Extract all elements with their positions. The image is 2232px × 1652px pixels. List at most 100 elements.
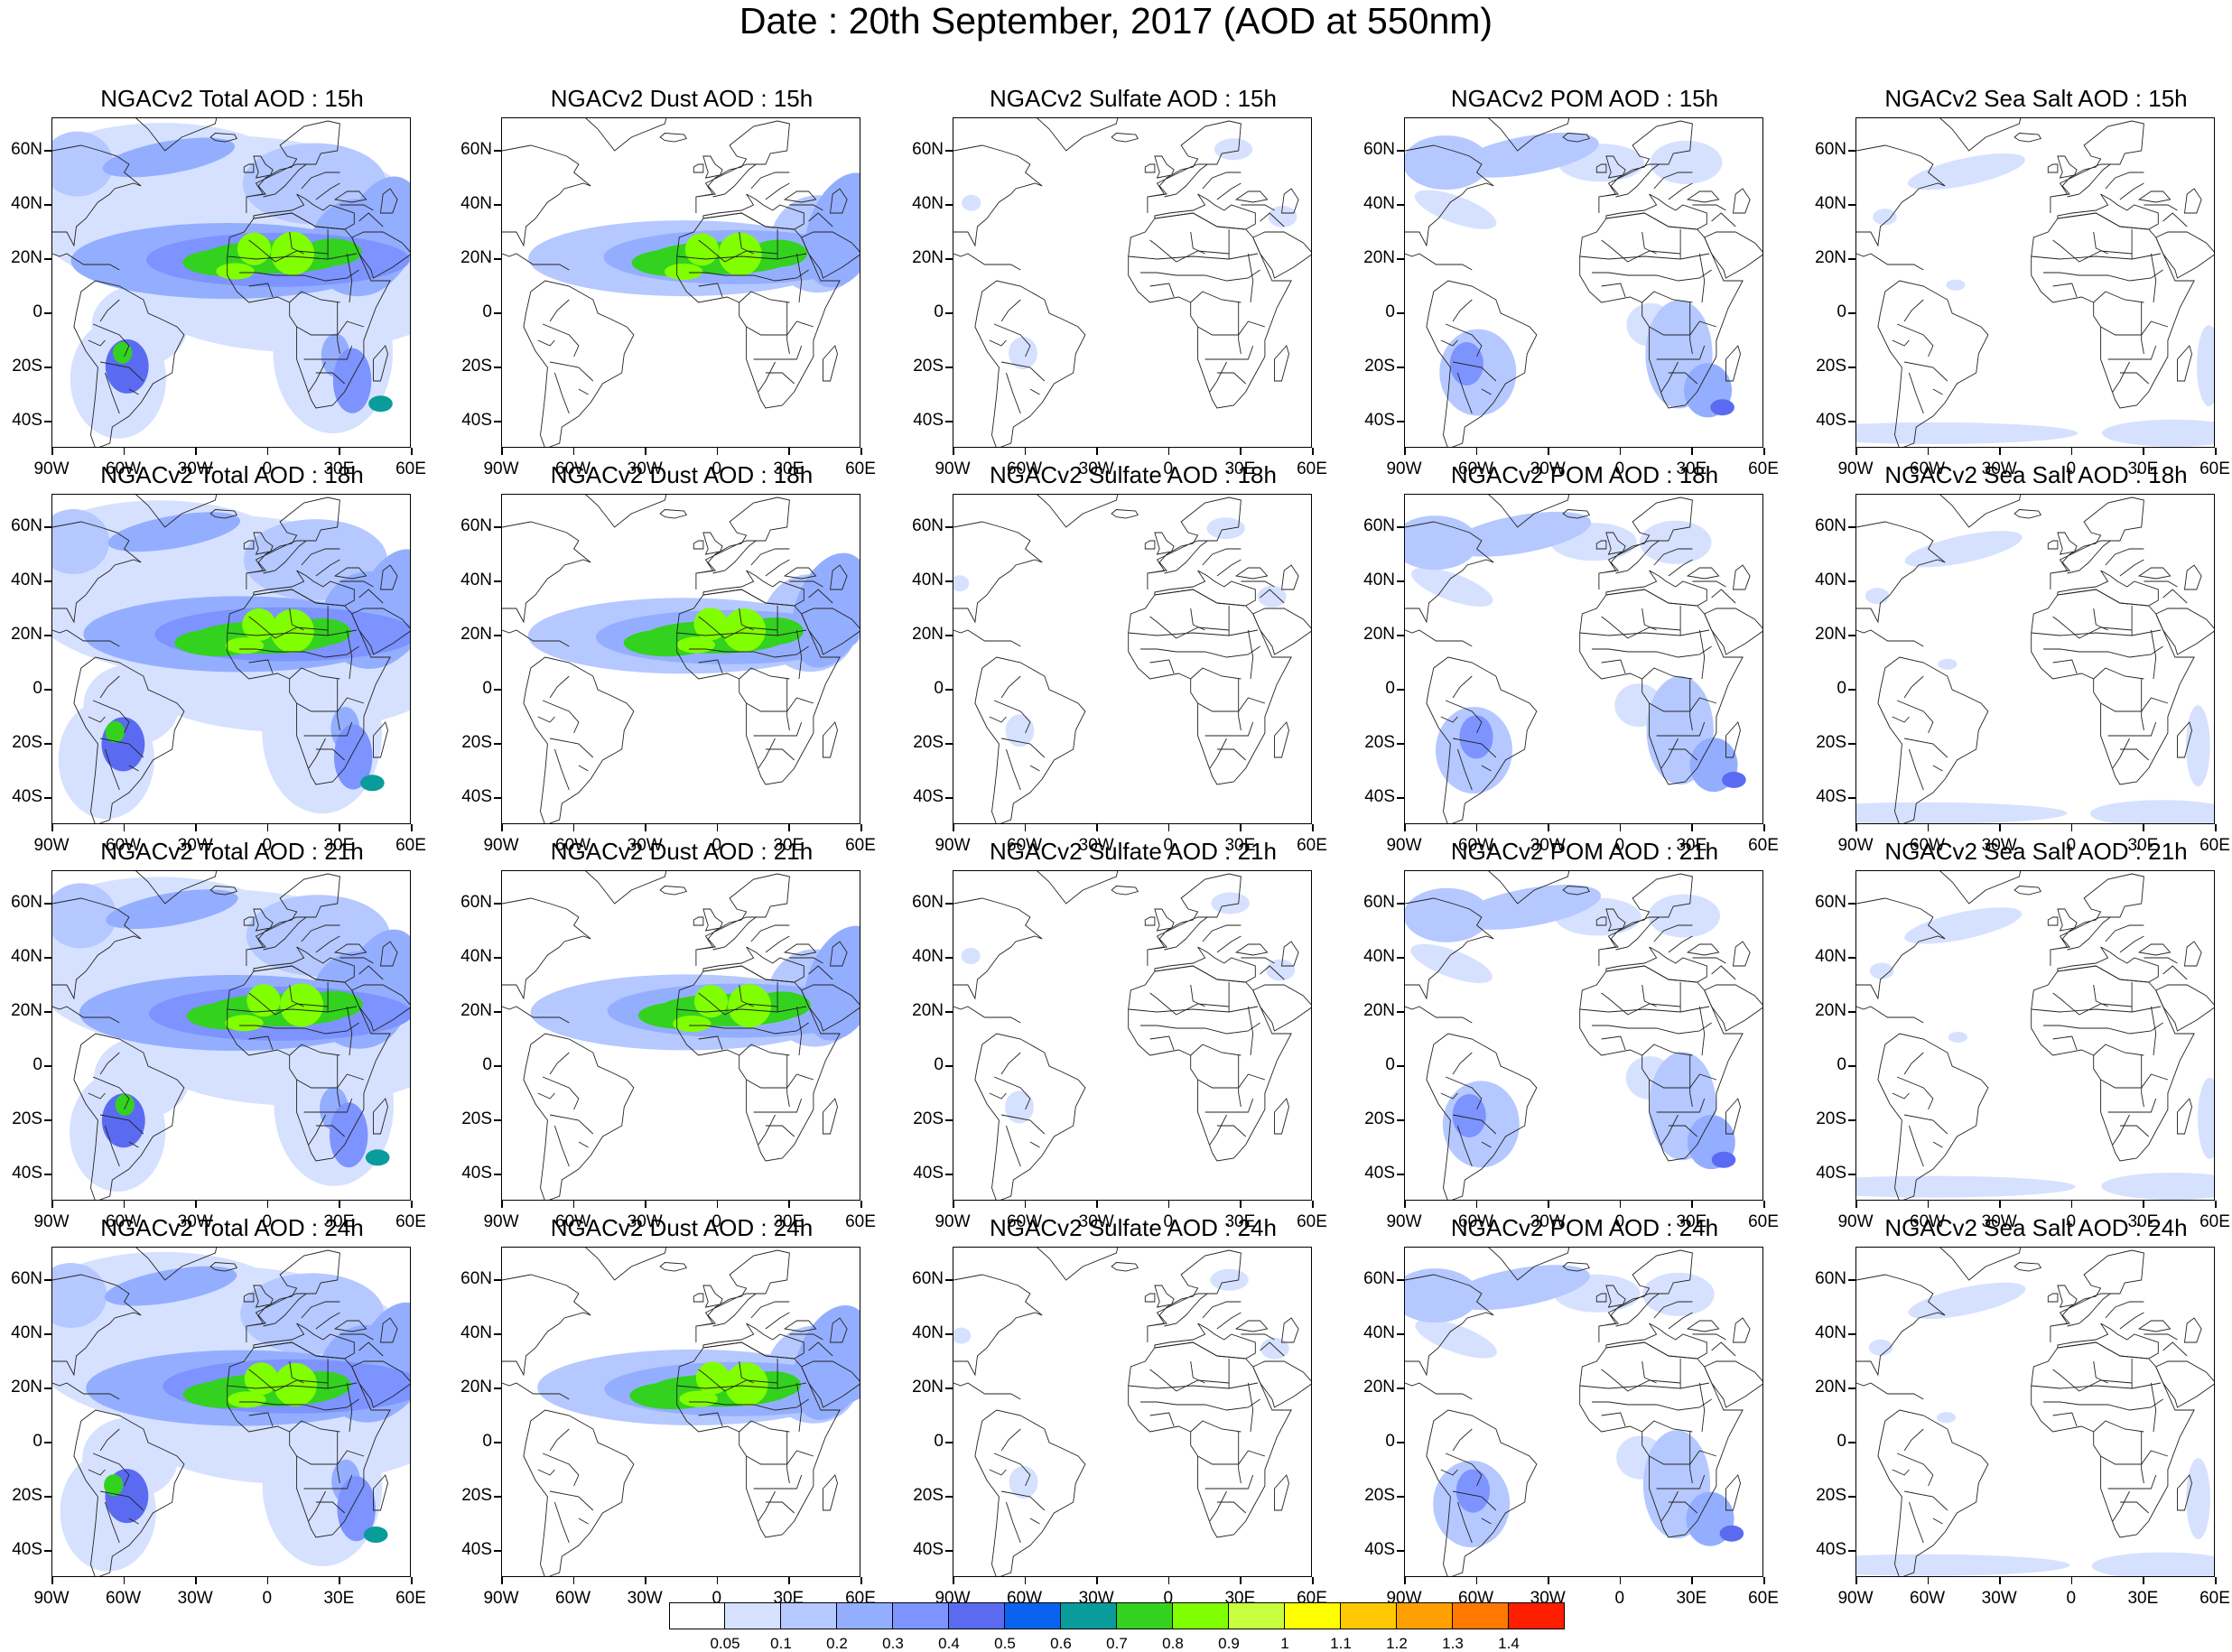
lat-tick-label: 20S	[461, 1486, 492, 1505]
lat-tick-label: 0	[33, 302, 42, 321]
border-line	[1456, 372, 1473, 414]
coastline	[1154, 946, 1256, 983]
lat-tick-label: 40N	[460, 571, 492, 589]
lon-tick-label: 60E	[845, 836, 876, 855]
lon-tick-label: 90W	[33, 1589, 70, 1608]
aod-contour	[360, 775, 385, 792]
aod-contour	[1456, 132, 1599, 178]
border-line	[739, 1420, 790, 1433]
border-line	[52, 1006, 120, 1024]
lat-tick-label: 40S	[461, 1540, 492, 1559]
coastline	[253, 946, 355, 983]
coastline	[1426, 1033, 1538, 1200]
border-line	[315, 1125, 346, 1137]
aod-contour	[1904, 531, 2023, 568]
aod-contour	[106, 889, 238, 930]
coastline	[246, 497, 340, 589]
coastline	[702, 570, 804, 607]
border-line	[549, 675, 570, 699]
lat-tick-label: 40S	[1816, 411, 1846, 430]
border-line	[1247, 253, 1254, 303]
border-line	[1005, 372, 1021, 414]
coastline	[1144, 916, 1156, 926]
coastline	[1111, 133, 1139, 143]
lon-tick-label: 60W	[106, 459, 142, 478]
aod-contour	[1452, 1094, 1486, 1137]
coastline	[1732, 941, 1751, 967]
lat-tick	[44, 1119, 51, 1121]
border-line	[1711, 589, 1736, 604]
lat-tick-label: 20N	[460, 1001, 492, 1020]
map-panel-total-18h: NGACv2 Total AOD : 18h 60N 40N 20N 0 20S 40S 90…	[11, 461, 426, 855]
lat-tick	[494, 150, 501, 152]
map-panel-pom-18h: NGACv2 POM AOD : 18h 60N 40N 20N 0 20S 40S 90W 6…	[1363, 461, 1779, 855]
lon-tick-label: 30E	[2127, 1212, 2159, 1231]
colorbar-swatch	[1005, 1602, 1061, 1629]
lon-tick-label: 60W	[1910, 836, 1946, 855]
border-line	[1668, 935, 1693, 953]
lon-tick	[1312, 1577, 1314, 1584]
coastlines	[502, 495, 860, 823]
map-frame	[501, 1247, 860, 1577]
border-line	[1692, 580, 1726, 588]
border-line	[765, 182, 790, 200]
lon-tick-label: 30E	[773, 836, 804, 855]
border-line	[1005, 748, 1021, 791]
lon-tick-label: 90W	[1837, 1212, 1874, 1231]
panel-title: NGACv2 Sea Salt AOD : 21h	[1884, 838, 2188, 865]
border-line	[1190, 1420, 1242, 1433]
coastline	[829, 941, 848, 967]
panel-title: NGACv2 Sulfate AOD : 24h	[990, 1214, 1277, 1241]
border-line	[289, 608, 304, 631]
border-line	[1197, 1450, 1266, 1465]
lat-tick	[44, 204, 51, 206]
border-line	[2052, 1035, 2078, 1051]
lon-tick-label: 0	[2066, 1212, 2077, 1231]
lon-tick-label: 30E	[2127, 836, 2159, 855]
border-line	[1641, 1360, 1657, 1384]
border-line	[676, 1006, 807, 1013]
lon-tick-label: 60W	[1910, 1589, 1946, 1608]
lat-tick	[1397, 258, 1404, 260]
colorbar-swatch	[1453, 1602, 1509, 1629]
coastline	[209, 886, 237, 896]
lon-tick-label: 0	[1163, 1212, 1174, 1231]
coastline	[1598, 1249, 1693, 1342]
lat-tick	[1397, 1387, 1404, 1389]
aod-field-map	[502, 495, 860, 823]
border-line	[1128, 253, 1259, 260]
coastline	[209, 509, 237, 519]
lat-tick-label: 20N	[11, 1001, 42, 1020]
lat-tick	[1848, 1550, 1855, 1552]
map-panel-seasalt-18h: NGACv2 Sea Salt AOD : 18h 60N 40N 20N 0 20S 40…	[1815, 461, 2230, 855]
lon-tick	[1024, 448, 1027, 455]
border-line	[542, 700, 580, 734]
aod-contour	[1936, 1412, 1957, 1424]
coastline	[2137, 567, 2172, 580]
coastline	[1426, 280, 1538, 447]
aod-contour	[676, 636, 715, 654]
aod-contour	[749, 239, 808, 267]
map-frame	[953, 1247, 1312, 1577]
lat-tick	[494, 421, 501, 422]
border-line	[1903, 299, 1924, 322]
aod-contour	[1449, 511, 1592, 557]
border-line	[2067, 1293, 2111, 1327]
lon-tick	[1404, 824, 1406, 831]
lon-tick-label: 90W	[483, 836, 519, 855]
lat-tick	[1397, 1496, 1404, 1498]
border-line	[308, 738, 326, 769]
lat-tick	[1397, 580, 1404, 582]
lat-tick	[44, 1550, 51, 1552]
lat-tick	[1848, 150, 1855, 152]
coastline	[1686, 190, 1720, 203]
lon-tick	[195, 448, 197, 455]
lat-tick-label: 60N	[1815, 893, 1846, 912]
lon-tick	[1763, 824, 1765, 831]
lon-tick	[645, 448, 646, 455]
coastline	[702, 532, 723, 555]
lon-tick-label: 60W	[1458, 459, 1494, 478]
lat-tick-label: 40N	[11, 194, 42, 213]
lon-tick-label: 30W	[1530, 836, 1566, 855]
lon-tick-label: 90W	[483, 459, 519, 478]
